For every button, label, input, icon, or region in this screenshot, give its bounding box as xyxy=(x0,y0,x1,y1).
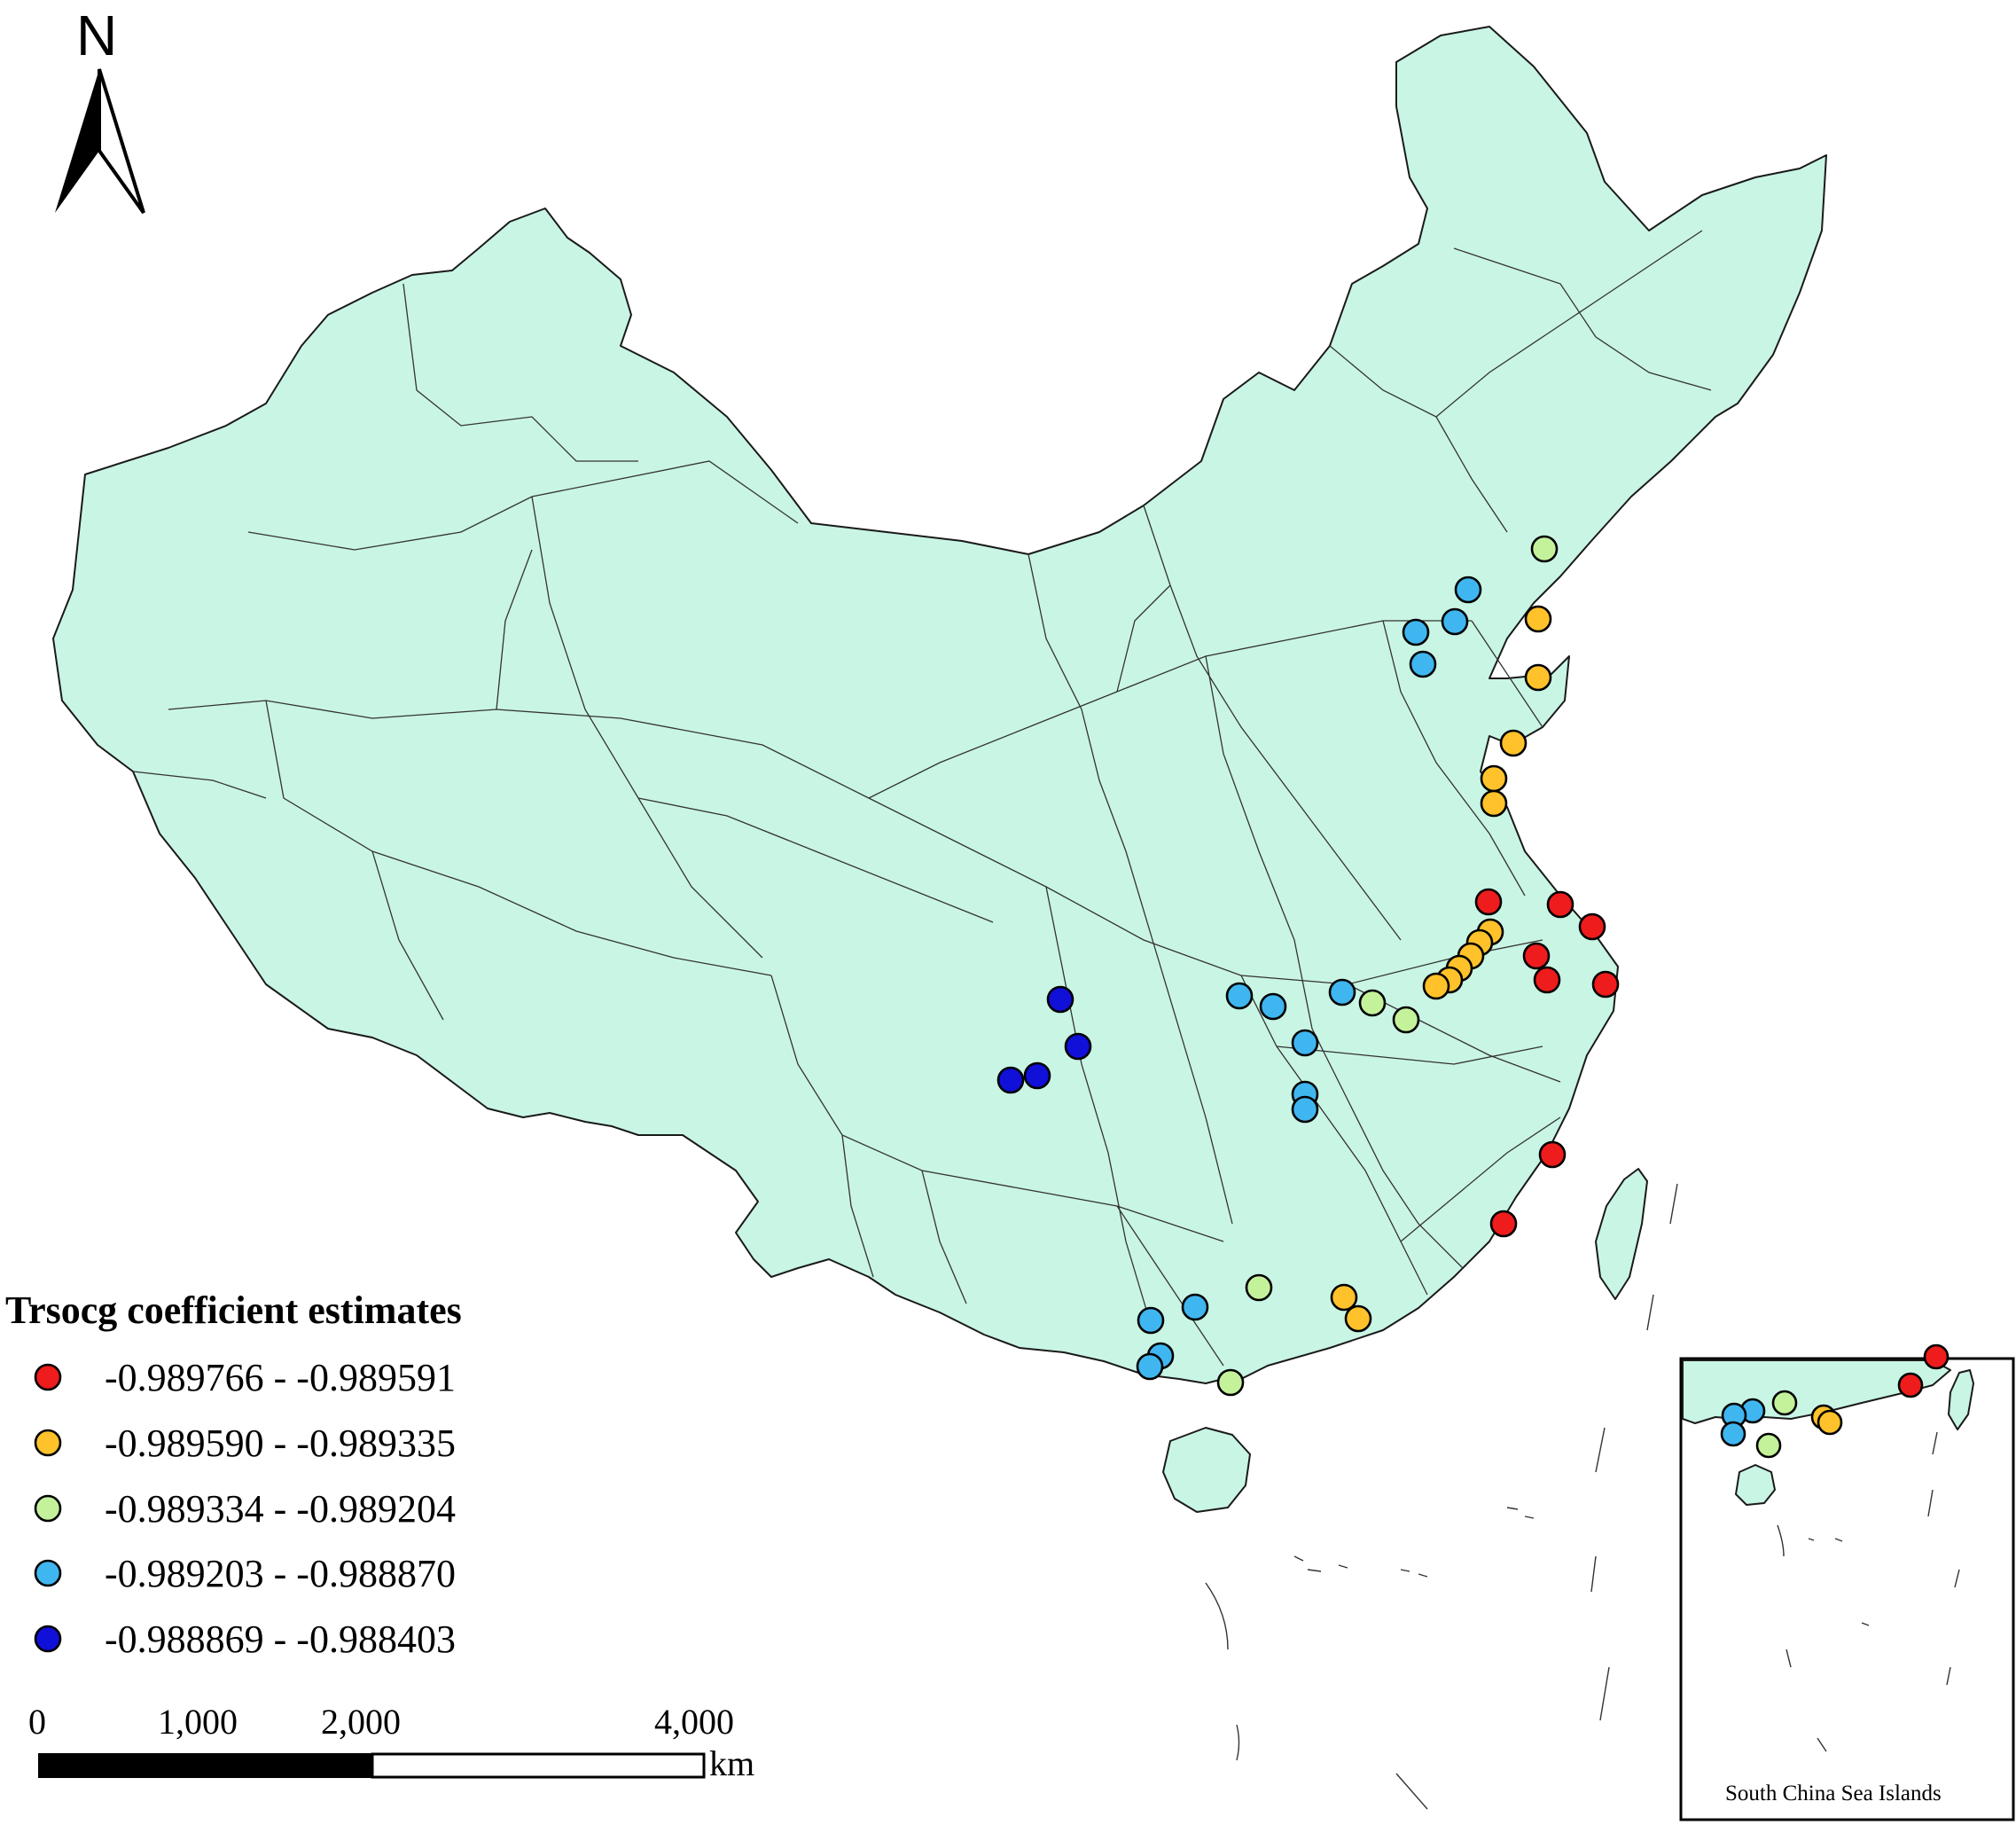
site-marker xyxy=(1546,890,1575,919)
site-marker xyxy=(1136,1352,1164,1381)
inset-site-markers xyxy=(1720,1343,1950,1459)
site-marker xyxy=(1225,982,1254,1010)
main-map xyxy=(52,26,1827,1513)
site-marker xyxy=(1499,729,1528,757)
site-marker xyxy=(1064,1032,1092,1061)
site-marker xyxy=(1480,789,1508,818)
north-arrow-right-half-icon xyxy=(98,68,145,215)
inset-map: South China Sea Islands xyxy=(1679,1343,2015,1821)
scattered-islands xyxy=(1205,1183,1678,1810)
inset-taiwan xyxy=(1948,1369,1974,1430)
site-marker xyxy=(1480,764,1508,793)
scale-bar: 0 1,000 2,000 4,000 km xyxy=(28,1702,754,1783)
site-marker xyxy=(1358,989,1387,1017)
legend-item: -0.989590 - -0.989335 xyxy=(34,1422,456,1465)
internal-boundaries xyxy=(132,230,1712,1367)
scale-tick-label: 0 xyxy=(28,1702,46,1742)
site-marker xyxy=(1245,1273,1273,1302)
scale-tick-label: 2,000 xyxy=(321,1702,401,1742)
site-marker xyxy=(1046,985,1074,1014)
site-marker xyxy=(1344,1304,1372,1333)
scale-bar-white-segment xyxy=(371,1752,706,1779)
site-marker xyxy=(1216,1368,1245,1397)
site-marker xyxy=(1023,1061,1051,1090)
scale-unit-label: km xyxy=(709,1743,754,1783)
north-arrow: N xyxy=(55,4,145,215)
inset-site-marker xyxy=(1923,1343,1950,1370)
site-marker xyxy=(1524,663,1552,692)
site-marker xyxy=(1291,1095,1319,1124)
site-marker xyxy=(1538,1140,1567,1169)
site-marker xyxy=(1137,1306,1165,1335)
site-marker xyxy=(1392,1006,1420,1034)
legend-item: -0.988869 - -0.988403 xyxy=(34,1617,456,1661)
site-marker xyxy=(1454,576,1482,604)
inset-site-marker xyxy=(1897,1372,1924,1398)
inset-site-marker xyxy=(1817,1409,1843,1436)
inset-site-marker xyxy=(1771,1390,1798,1416)
scale-tick-label: 1,000 xyxy=(158,1702,238,1742)
site-marker xyxy=(1409,650,1437,678)
legend-label: -0.989334 - -0.989204 xyxy=(105,1487,456,1531)
site-marker xyxy=(996,1066,1025,1094)
legend-swatch-darkblue xyxy=(34,1625,62,1653)
site-marker xyxy=(1522,942,1551,970)
site-marker xyxy=(1591,970,1620,999)
legend-label: -0.989590 - -0.989335 xyxy=(105,1422,456,1465)
legend-swatch-lightblue xyxy=(34,1559,62,1587)
legend-swatch-lightgreen xyxy=(34,1494,62,1523)
scale-bar-black-segment xyxy=(38,1753,373,1778)
taiwan-island xyxy=(1595,1168,1648,1300)
site-marker xyxy=(1422,972,1450,1000)
legend-title: Trsocg coefficient estimates xyxy=(5,1288,462,1332)
site-marker xyxy=(1330,1283,1358,1312)
site-marker xyxy=(1181,1293,1209,1321)
china-landmass xyxy=(52,26,1827,1384)
site-marker xyxy=(1533,966,1561,994)
site-marker xyxy=(1474,888,1503,916)
hainan-island xyxy=(1162,1427,1251,1513)
legend-item: -0.989766 - -0.989591 xyxy=(34,1356,456,1399)
legend-label: -0.989203 - -0.988870 xyxy=(105,1552,456,1595)
site-marker xyxy=(1328,978,1356,1006)
site-markers xyxy=(996,535,1620,1397)
legend-item: -0.989203 - -0.988870 xyxy=(34,1552,456,1595)
site-marker xyxy=(1489,1210,1518,1238)
inset-site-marker xyxy=(1755,1432,1782,1459)
site-marker xyxy=(1524,605,1552,633)
legend-label: -0.989766 - -0.989591 xyxy=(105,1356,456,1399)
scale-tick-label: 4,000 xyxy=(654,1702,734,1742)
site-marker xyxy=(1578,912,1606,941)
inset-site-marker xyxy=(1720,1421,1746,1447)
legend-swatch-red xyxy=(34,1363,62,1391)
inset-label: South China Sea Islands xyxy=(1725,1782,1942,1805)
inset-hainan xyxy=(1735,1464,1776,1506)
site-marker xyxy=(1291,1029,1319,1057)
site-marker xyxy=(1259,992,1287,1021)
legend: Trsocg coefficient estimates -0.989766 -… xyxy=(5,1288,462,1661)
site-marker xyxy=(1441,607,1469,636)
legend-swatch-orange xyxy=(34,1429,62,1457)
site-marker xyxy=(1530,535,1559,563)
north-arrow-label: N xyxy=(76,4,117,67)
north-arrow-left-half-icon xyxy=(55,69,99,213)
legend-label: -0.988869 - -0.988403 xyxy=(105,1617,456,1661)
site-marker xyxy=(1402,618,1430,646)
legend-item: -0.989334 - -0.989204 xyxy=(34,1487,456,1531)
